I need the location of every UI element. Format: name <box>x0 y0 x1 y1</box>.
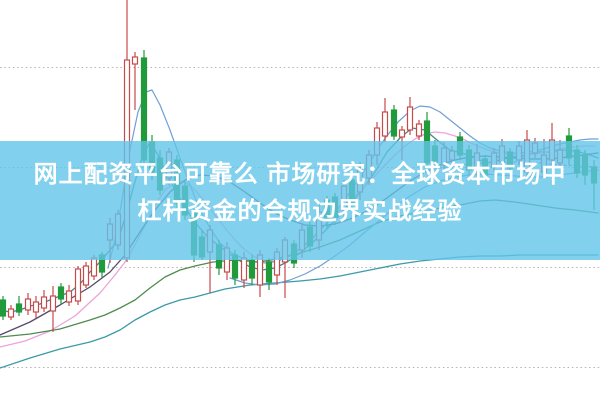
article-title-line-2: 杠杆资金的合规边界实战经验 <box>137 198 463 225</box>
article-title-line-1: 网上配资平台可靠么 市场研究：全球资本市场中 <box>33 161 567 188</box>
title-overlay-band: 网上配资平台可靠么 市场研究：全球资本市场中 杠杆资金的合规边界实战经验 <box>0 141 600 260</box>
